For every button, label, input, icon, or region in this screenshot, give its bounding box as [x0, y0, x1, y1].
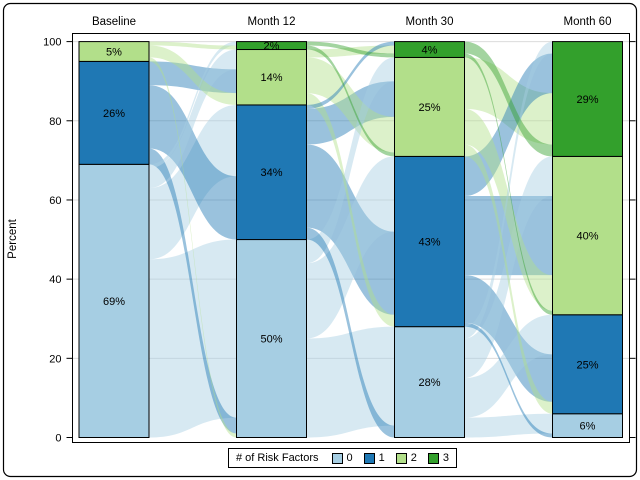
- legend-swatch: [427, 452, 439, 464]
- plot-frame: [72, 33, 630, 443]
- bar-segment-label: 2%: [264, 41, 280, 53]
- category-label: Month 30: [406, 16, 454, 28]
- bar-segment: [394, 56, 465, 157]
- bar-segment-label: 50%: [260, 334, 282, 346]
- bar-segment-label: 5%: [106, 46, 122, 58]
- flow-ribbon: [149, 61, 237, 94]
- flow-ribbon: [306, 45, 395, 58]
- bar-segment: [78, 41, 150, 62]
- bar-segment-label: 25%: [576, 359, 598, 371]
- legend-label: 3: [442, 452, 450, 464]
- flow-ribbon: [306, 57, 395, 264]
- flow-ribbon: [306, 41, 395, 58]
- flow-ribbon: [306, 144, 395, 315]
- bar-segment: [236, 104, 307, 241]
- bar-segment-label: 40%: [576, 231, 598, 243]
- bar-segment: [394, 155, 465, 328]
- bar-segment: [78, 163, 150, 438]
- bar-segment-label: 26%: [103, 108, 125, 120]
- legend-swatch: [363, 452, 375, 464]
- bar-segment-label: 43%: [418, 237, 440, 249]
- bar-segment-label: 6%: [580, 421, 596, 433]
- bar-segment: [236, 239, 307, 438]
- bar-segment-label: 28%: [418, 377, 440, 389]
- legend-swatch: [395, 452, 407, 464]
- flow-ribbon: [464, 41, 553, 157]
- flow-ribbon: [464, 144, 553, 414]
- flow-ribbon: [464, 156, 553, 379]
- legend-label: 0: [346, 452, 353, 464]
- flow-ribbon: [464, 41, 553, 339]
- legend-label: 2: [410, 452, 417, 464]
- y-tick-label: 0: [55, 433, 61, 445]
- bar-segment-label: 25%: [418, 102, 440, 114]
- flow-ribbon: [464, 275, 553, 402]
- flow-ribbon: [464, 57, 553, 145]
- y-axis-title: Percent: [7, 218, 19, 258]
- flow-ribbon: [306, 41, 395, 109]
- y-tick-label: 100: [43, 37, 61, 49]
- flow-ribbon: [306, 81, 395, 145]
- flow-ribbon: [149, 41, 237, 50]
- category-label: Month 12: [248, 16, 296, 28]
- legend-label: 1: [378, 452, 385, 464]
- bar-segment: [78, 60, 150, 165]
- flow-ribbon: [149, 45, 237, 105]
- flow-ribbon: [306, 156, 395, 339]
- legend-box: # of Risk Factors 0 1 2 3: [228, 448, 458, 468]
- category-label: Baseline: [92, 16, 136, 28]
- flow-ribbon: [306, 326, 395, 438]
- flow-ribbon: [149, 239, 237, 438]
- flow-ribbon: [464, 53, 553, 197]
- bar-segment: [552, 155, 623, 316]
- flow-ribbon: [464, 314, 553, 418]
- y-tick-label: 40: [49, 274, 61, 286]
- flow-ribbon: [149, 148, 237, 434]
- flow-ribbon: [464, 53, 553, 315]
- flow-ribbon: [306, 227, 395, 438]
- legend-swatch: [331, 452, 343, 464]
- flow-ribbon: [306, 45, 395, 157]
- bar-segment: [552, 314, 623, 415]
- bar-segment-label: 29%: [576, 94, 598, 106]
- flow-ribbon: [464, 196, 553, 276]
- flow-ribbon: [464, 322, 553, 438]
- legend-item: 3: [427, 452, 450, 464]
- flow-ribbon: [149, 41, 237, 169]
- bar-segment: [394, 326, 465, 439]
- flow-ribbon: [149, 85, 237, 240]
- y-tick-label: 20: [49, 353, 61, 365]
- bar-segment-label: 4%: [422, 45, 438, 57]
- bar-segment: [394, 41, 465, 58]
- legend-item: 0: [331, 452, 353, 464]
- flow-ribbon: [464, 413, 553, 438]
- flow-ribbon: [149, 49, 237, 189]
- bar-segment-label: 69%: [103, 296, 125, 308]
- category-label: Month 60: [564, 16, 612, 28]
- flow-ribbon: [306, 93, 395, 327]
- flow-ribbon: [149, 57, 237, 438]
- flow-ribbon: [464, 108, 553, 311]
- bar-segment-label: 14%: [260, 72, 282, 84]
- bar-segment: [552, 41, 623, 157]
- bar-segment: [236, 41, 307, 51]
- legend-item: 1: [363, 452, 385, 464]
- flow-ribbon: [149, 104, 237, 260]
- y-tick-label: 80: [49, 116, 61, 128]
- y-tick-label: 60: [49, 195, 61, 207]
- flow-ribbon: [306, 57, 395, 153]
- legend-item: 2: [395, 452, 417, 464]
- legend-items: 0 1 2 3: [331, 452, 450, 464]
- bar-segment-label: 34%: [260, 167, 282, 179]
- legend-title: # of Risk Factors: [236, 452, 319, 464]
